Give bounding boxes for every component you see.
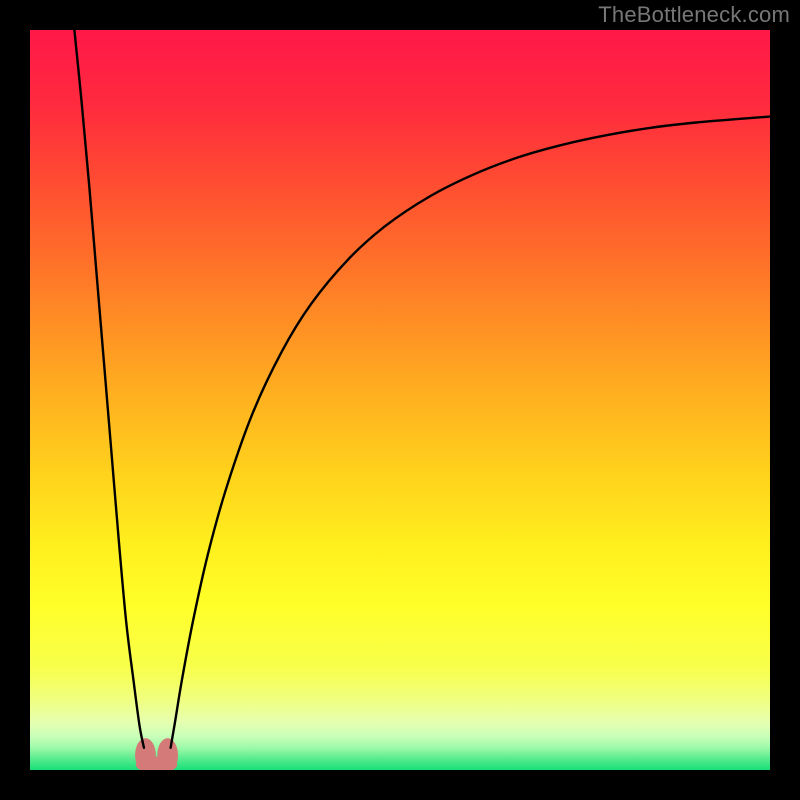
watermark-text: TheBottleneck.com [598,2,790,28]
chart-frame: TheBottleneck.com [0,0,800,800]
plot-area [30,30,770,770]
heat-gradient-background [30,30,770,770]
plot-svg [30,30,770,770]
